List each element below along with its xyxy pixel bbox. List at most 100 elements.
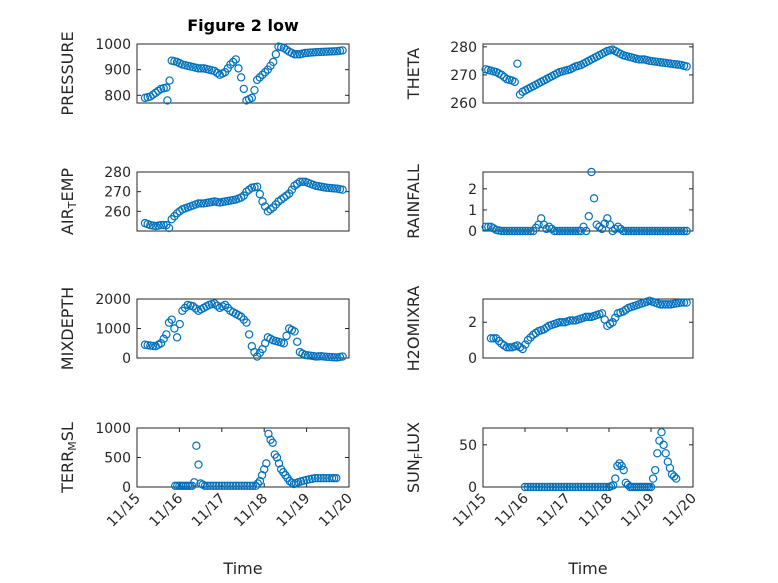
data-point bbox=[674, 60, 683, 69]
data-point bbox=[597, 224, 607, 234]
data-point bbox=[669, 226, 678, 236]
data-point bbox=[669, 472, 679, 481]
data-point bbox=[551, 482, 561, 492]
x-tick-label: 11/17 bbox=[189, 491, 229, 531]
y-axis-label-part: EMP bbox=[58, 168, 77, 202]
data-point bbox=[552, 318, 562, 328]
data-point bbox=[268, 438, 277, 447]
data-point bbox=[600, 48, 609, 57]
data-point bbox=[317, 47, 326, 57]
x-tick-label: 11/16 bbox=[146, 490, 186, 530]
data-point bbox=[293, 337, 302, 346]
data-point bbox=[555, 226, 564, 236]
data-point bbox=[513, 226, 522, 236]
data-point bbox=[251, 481, 260, 491]
x-axis-label: Time bbox=[567, 559, 607, 578]
data-point bbox=[499, 226, 509, 236]
data-point bbox=[250, 347, 259, 357]
data-point bbox=[319, 473, 328, 483]
data-point bbox=[579, 222, 588, 231]
data-point bbox=[558, 67, 567, 76]
y-tick-label: 270 bbox=[450, 68, 477, 84]
data-point bbox=[253, 479, 263, 488]
data-point bbox=[231, 55, 240, 64]
y-axis-label: MIXDEPTH bbox=[58, 287, 77, 370]
data-point bbox=[563, 226, 572, 236]
data-point bbox=[499, 341, 509, 350]
y-axis-label-subscript: F bbox=[412, 453, 425, 459]
data-point bbox=[658, 226, 668, 236]
data-point bbox=[584, 212, 593, 221]
data-point bbox=[175, 59, 184, 68]
x-tick-label: 11/15 bbox=[450, 491, 490, 531]
data-point bbox=[185, 481, 195, 491]
data-point bbox=[523, 226, 533, 236]
data-point bbox=[486, 334, 496, 343]
data-point bbox=[287, 325, 297, 335]
subplot-2: 260 270 280 THETA bbox=[404, 40, 694, 112]
subplot-8: 0 50 11/15 11/16 11/17 11/18 11/19 11/20 Time SUN… bbox=[404, 422, 700, 578]
data-point bbox=[679, 226, 689, 236]
chart-title: Figure 2 low bbox=[187, 16, 299, 35]
data-point bbox=[539, 220, 549, 229]
data-point bbox=[563, 65, 572, 75]
y-axis-label: SUNFLUX bbox=[404, 422, 425, 493]
data-point bbox=[143, 340, 152, 350]
y-tick-label: 0 bbox=[468, 480, 477, 496]
y-axis-label: RAINFALL bbox=[404, 164, 423, 239]
data-point bbox=[314, 352, 323, 361]
x-tick-label: 11/16 bbox=[492, 490, 532, 530]
data-point bbox=[143, 93, 152, 102]
data-point bbox=[606, 481, 616, 491]
data-point bbox=[523, 482, 533, 492]
data-point bbox=[175, 319, 184, 329]
data-point bbox=[327, 184, 337, 193]
data-point bbox=[636, 482, 645, 492]
y-axis-label-subscript: M bbox=[66, 441, 79, 451]
y-axis-label: AIRTEMP bbox=[58, 168, 79, 235]
x-tick-label: 11/19 bbox=[274, 491, 314, 531]
data-point bbox=[143, 219, 152, 229]
y-axis-label-part: SUN bbox=[404, 459, 423, 493]
data-point bbox=[611, 313, 620, 322]
data-point bbox=[674, 226, 683, 236]
data-point bbox=[335, 352, 345, 362]
data-point bbox=[682, 298, 691, 307]
data-point bbox=[274, 459, 284, 468]
data-point bbox=[172, 333, 182, 342]
data-point bbox=[271, 50, 281, 59]
data-point bbox=[170, 212, 179, 221]
data-point bbox=[505, 75, 514, 85]
data-point bbox=[276, 338, 286, 347]
data-point bbox=[258, 70, 267, 79]
data-point bbox=[191, 304, 200, 313]
data-point bbox=[276, 195, 286, 204]
data-point bbox=[558, 318, 567, 327]
data-point bbox=[661, 226, 670, 236]
data-point bbox=[271, 200, 281, 209]
y-tick-label: 2000 bbox=[95, 292, 131, 308]
data-point bbox=[574, 315, 583, 324]
data-point bbox=[279, 193, 289, 202]
data-point bbox=[314, 47, 323, 57]
data-point bbox=[212, 197, 222, 207]
data-point bbox=[562, 482, 572, 492]
data-point bbox=[298, 177, 307, 187]
data-point bbox=[218, 302, 227, 311]
data-point bbox=[295, 177, 305, 187]
data-point bbox=[287, 48, 297, 58]
data-point bbox=[558, 226, 567, 236]
data-point bbox=[571, 226, 580, 236]
data-point bbox=[335, 185, 345, 194]
data-point bbox=[657, 428, 666, 437]
x-axis-label: Time bbox=[222, 559, 262, 578]
data-point bbox=[526, 482, 535, 492]
y-tick-label: 260 bbox=[104, 204, 131, 220]
data-point bbox=[579, 482, 589, 492]
subplot-6: 0 2 H2OMIXRA bbox=[404, 286, 694, 371]
x-tick-label: 11/18 bbox=[576, 491, 616, 531]
subplot-3: 260 270 280 AIRTEMP bbox=[58, 165, 350, 235]
data-point bbox=[634, 226, 644, 236]
data-point bbox=[563, 317, 572, 326]
